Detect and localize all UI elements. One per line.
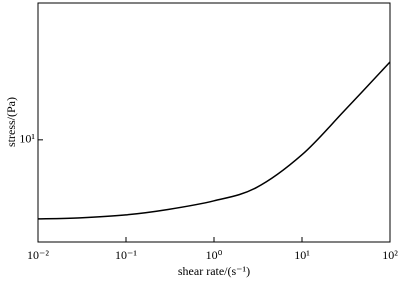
x-tick-label: 10⁰ <box>206 248 223 262</box>
y-tick-label: 10¹ <box>19 132 35 146</box>
x-tick-label: 10⁻² <box>27 248 49 262</box>
x-tick-label: 10¹ <box>294 248 310 262</box>
plot-frame <box>37 2 391 243</box>
x-tick-label: 10² <box>382 248 398 262</box>
data-line <box>37 61 391 220</box>
y-axis-label: stress/(Pa) <box>4 97 18 147</box>
x-axis-label: shear rate/(s⁻¹) <box>178 264 250 278</box>
x-tick-label: 10⁻¹ <box>115 248 137 262</box>
